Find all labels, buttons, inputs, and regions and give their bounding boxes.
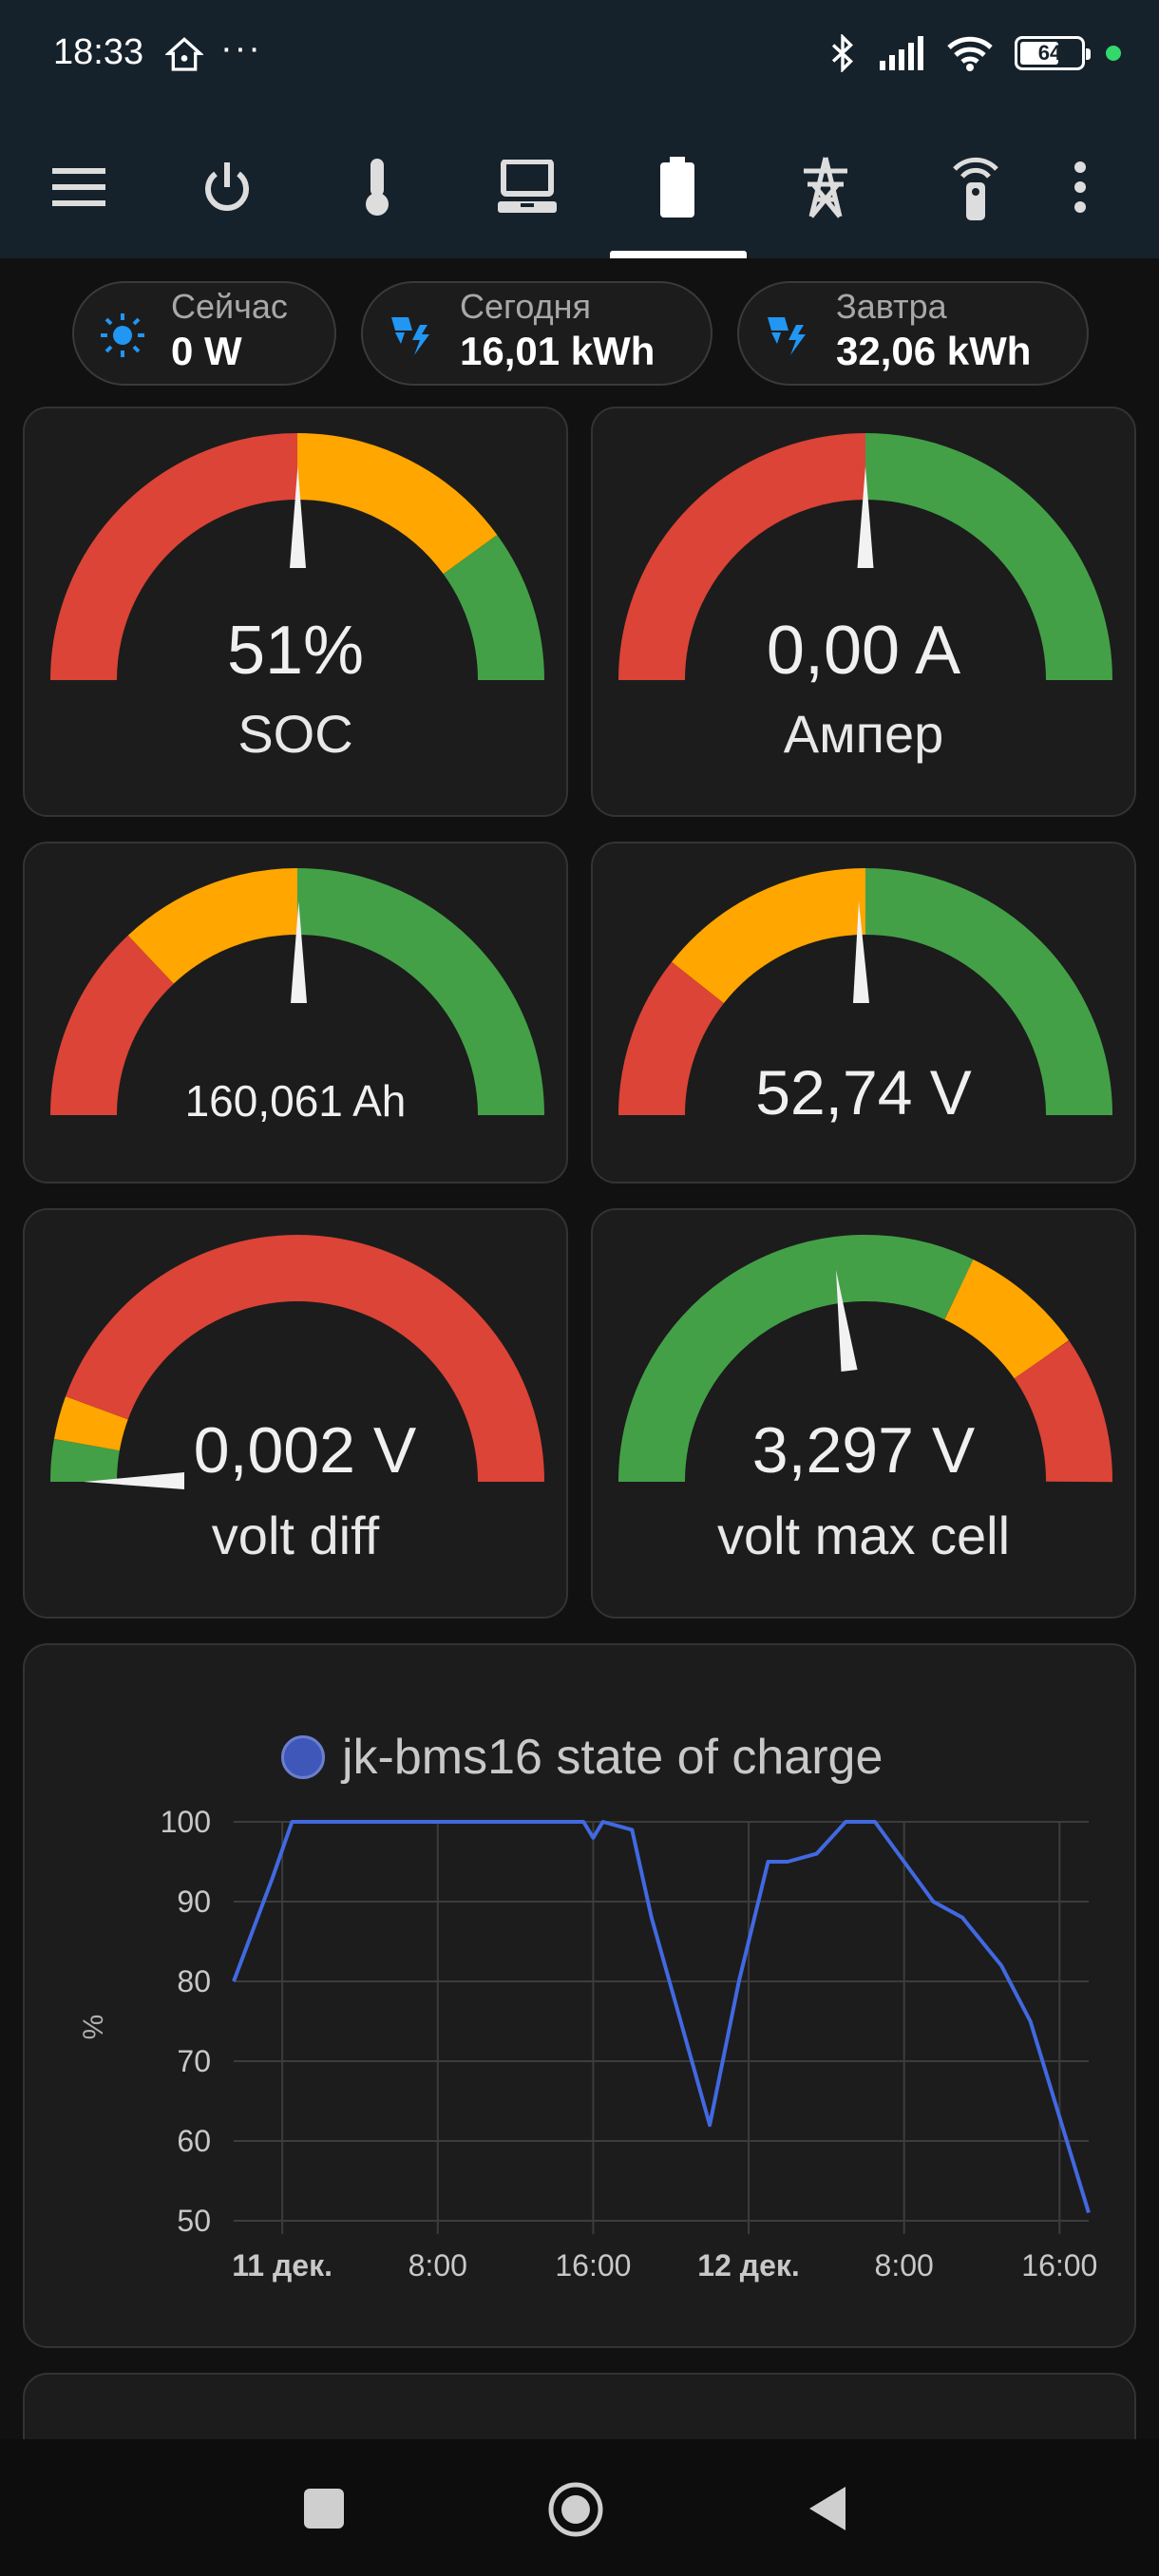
x-tick-label: 16:00 [555,2248,631,2282]
app-toolbar [0,106,1159,258]
thermometer-icon[interactable] [334,144,420,230]
y-axis-label: % [78,2015,109,2040]
gauge-card-ampere[interactable]: 0,00 A Ампер [591,407,1136,817]
solar-power-icon [768,317,806,355]
android-nav-bar [0,2439,1159,2576]
gauge-volt-max-cell [618,1234,1113,1483]
battery-indicator: 64 [1015,36,1091,70]
gauge-volt-diff [49,1235,544,1489]
battery-fill [1020,42,1058,65]
gauge-voltage [618,868,1112,1116]
y-tick-label: 70 [177,2044,211,2078]
gauge-name: volt diff [211,1506,380,1565]
soc-series-line [232,1820,1091,2214]
gauge-needle [853,901,869,1003]
chip-tomorrow[interactable]: Завтра 32,06 kWh [737,281,1089,386]
y-tick-label: 90 [177,1885,211,1919]
chip-value: 16,01 kWh [460,329,656,373]
wifi-icon [947,36,993,71]
gauge-value: 160,061 Ah [184,1076,407,1126]
back-button[interactable] [808,2485,847,2532]
gauge-needle [836,1270,858,1372]
gauge-card-soc[interactable]: 51% SOC [23,407,568,817]
gauge-needle [857,466,874,568]
gauge-needle [291,901,307,1003]
solar-power-icon [391,317,429,355]
x-axis-ticks: 11 дек. 8:00 16:00 12 дек. 8:00 16:00 [232,2248,1097,2282]
chip-value: 32,06 kWh [836,329,1032,373]
gauge-value: 51% [226,613,365,689]
gauge-capacity [50,868,544,1116]
gauge-soc [50,433,544,681]
x-tick-label: 16:00 [1021,2248,1097,2282]
status-icons: 64 [826,32,1121,74]
status-time: 18:33 [53,32,144,72]
gauge-card-volt-max-cell[interactable]: 3,297 V volt max cell [591,1208,1136,1619]
signal-icon [880,36,923,70]
gauge-value: 0,00 A [766,613,961,689]
notification-dots-icon: ··· [220,28,262,68]
remote-icon[interactable] [933,144,1018,230]
x-tick-label: 8:00 [875,2248,934,2282]
y-axis-ticks: 100 90 80 70 60 50 [161,1805,211,2238]
battery-percent: 64 [1037,41,1062,65]
chip-now[interactable]: Сейчас 0 W [72,281,336,386]
x-tick-label: 8:00 [408,2248,467,2282]
gauge-name: Ампер [783,704,944,764]
gauge-needle [84,1472,184,1489]
history-chart-card[interactable]: jk-bms16 state of charge 100 90 80 70 60 50 1… [23,1643,1136,2348]
chip-label: Сегодня [460,287,591,326]
y-tick-label: 80 [177,1964,211,1998]
chart-legend[interactable]: jk-bms16 state of charge [281,1729,883,1786]
x-tick-label: 11 дек. [232,2248,332,2282]
sun-icon [101,313,144,357]
chip-label: Завтра [836,287,947,326]
more-vert-icon[interactable] [1037,144,1123,230]
home-assistant-icon [165,37,203,71]
legend-label: jk-bms16 state of charge [342,1730,884,1785]
gauge-needle [290,466,306,568]
power-tower-icon[interactable] [783,144,868,230]
chart-grid [234,1821,1089,2234]
active-tab-indicator [610,251,747,258]
gauge-card-voltage[interactable]: 52,74 V [591,842,1136,1184]
gauge-value: 52,74 V [755,1057,972,1127]
bluetooth-icon [831,34,853,72]
gauge-name: volt max cell [716,1506,1011,1565]
privacy-indicator [1106,46,1121,61]
status-bar: 18:33 ··· 64 [0,0,1159,106]
power-icon[interactable] [184,144,270,230]
menu-icon[interactable] [36,144,122,230]
gauge-value: 0,002 V [193,1414,417,1487]
legend-swatch [281,1735,325,1779]
recent-apps-button[interactable] [304,2489,344,2529]
y-tick-label: 100 [161,1805,211,1839]
gauge-name: SOC [238,704,353,764]
battery-icon[interactable] [635,144,720,230]
chip-value: 0 W [171,329,242,373]
chip-today[interactable]: Сегодня 16,01 kWh [361,281,712,386]
gauge-card-capacity[interactable]: 160,061 Ah [23,842,568,1184]
laptop-icon[interactable] [484,144,570,230]
x-tick-label: 12 дек. [697,2248,800,2282]
chip-label: Сейчас [171,287,288,326]
soc-line-chart: 100 90 80 70 60 50 11 дек. 8:00 16:00 12 дек. 8:0… [78,1805,1097,2282]
gauge-value: 3,297 V [751,1414,976,1487]
gauge-card-volt-diff[interactable]: 0,002 V volt diff [23,1208,568,1619]
y-tick-label: 50 [177,2204,211,2238]
gauge-ampere [618,433,1112,681]
home-button[interactable] [547,2481,604,2538]
y-tick-label: 60 [177,2124,211,2158]
